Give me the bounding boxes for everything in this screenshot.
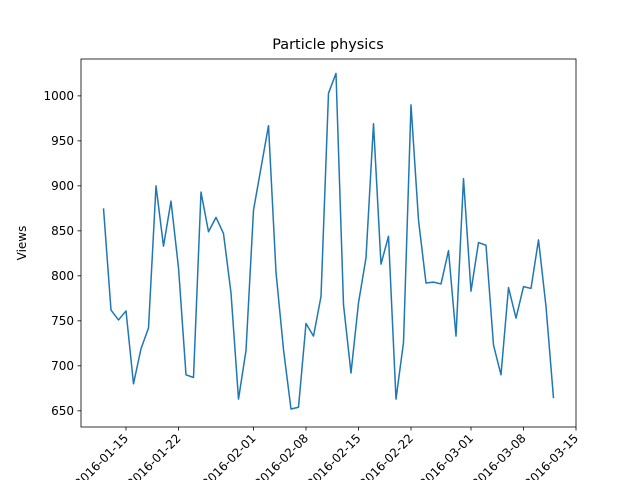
y-tick-label: 950 [51, 134, 74, 148]
y-axis-label: Views [15, 226, 29, 261]
y-tick-label: 750 [51, 314, 74, 328]
y-tick-label: 700 [51, 359, 74, 373]
plot-frame [80, 58, 577, 428]
y-tick-label: 650 [51, 404, 74, 418]
y-tick-label: 850 [51, 224, 74, 238]
y-tick-label: 800 [51, 269, 74, 283]
y-tick-label: 900 [51, 179, 74, 193]
y-tick-label: 1000 [43, 89, 74, 103]
line [102, 72, 555, 410]
chart-title: Particle physics [272, 37, 383, 53]
